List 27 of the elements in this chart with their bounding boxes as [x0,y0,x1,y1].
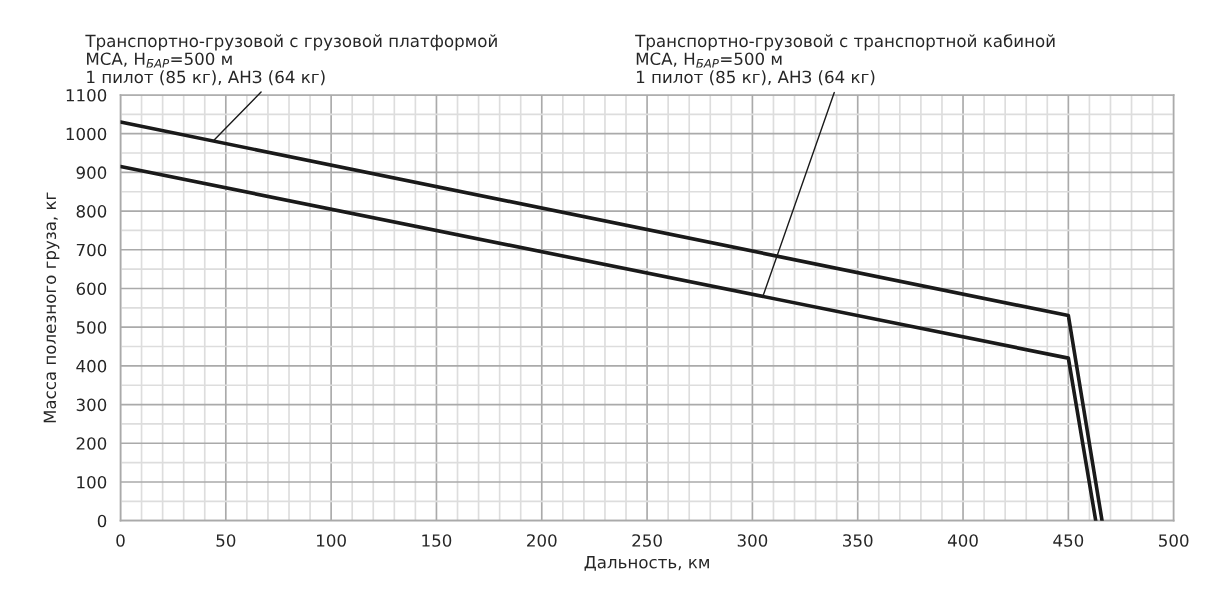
y-tick-label: 700 [76,243,107,257]
x-tick-label: 250 [632,534,662,547]
y-tick-label: 1100 [66,88,107,102]
y-tick-label: 200 [76,437,107,450]
y-tick-label: 800 [76,205,107,218]
y-tick-label: 600 [76,282,107,296]
y-tick-label: 100 [77,475,107,489]
y-axis-title: Масса полезного груза, кг [43,192,60,423]
x-tick-label: 200 [527,534,557,547]
y-tick-label: 500 [76,321,107,334]
x-tick-label: 500 [1159,534,1189,547]
annotation: Транспортно-грузовой с транспортной кабиной МСА, H$_{БАР}$=500 м 1 пилот (85 кг), АНЗ (64 кг) [635,34,1055,86]
annotation: Транспортно-грузовой с грузовой платформой МСА, H$_{БАР}$=500 м 1 пилот (85 кг), АНЗ (64 кг) [85,34,497,86]
x-axis-title: Дальность, км [584,556,709,571]
y-tick-label: 900 [76,166,107,179]
y-tick-label: 0 [97,514,107,528]
y-tick-label: 400 [76,359,107,373]
x-tick-label: 300 [737,534,768,547]
x-tick-label: 450 [1053,534,1084,547]
x-tick-label: 400 [947,534,978,547]
y-tick-label: 300 [76,398,107,412]
x-tick-label: 100 [317,534,346,547]
x-tick-label: 0 [116,534,125,547]
x-tick-label: 50 [216,534,236,547]
y-tick-label: 1000 [66,127,107,141]
x-tick-label: 350 [843,534,873,547]
x-tick-label: 150 [422,534,452,547]
